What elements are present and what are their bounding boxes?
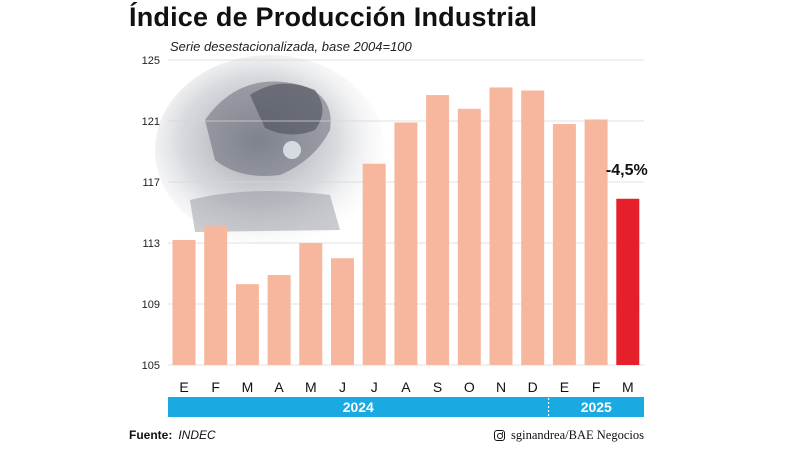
x-tick-label: O	[464, 379, 475, 395]
bar	[299, 243, 323, 365]
chart-subtitle: Serie desestacionalizada, base 2004=100	[170, 39, 412, 54]
x-tick-label: E	[560, 379, 569, 395]
bar	[521, 90, 545, 365]
source-value: INDEC	[178, 428, 216, 442]
bar	[584, 119, 608, 365]
x-tick-label: M	[305, 379, 317, 395]
bar	[267, 275, 291, 365]
welder-photo	[155, 55, 385, 245]
bar	[331, 258, 354, 365]
change-annotation: -4,5%	[606, 162, 648, 179]
y-tick-label: 125	[142, 55, 160, 67]
source-label: Fuente:	[129, 428, 173, 442]
y-tick-label: 109	[142, 299, 160, 311]
x-tick-label: F	[592, 379, 601, 395]
bar	[457, 108, 481, 366]
bar	[426, 95, 450, 365]
annotations: -4,5%	[606, 162, 648, 179]
year-band: 2024 2025	[168, 397, 644, 417]
source-note: Fuente: INDEC	[129, 428, 216, 442]
bar	[235, 284, 259, 365]
x-tick-label: F	[211, 379, 220, 395]
credit: sginandrea/BAE Negocios	[494, 428, 644, 443]
x-tick-label: A	[401, 379, 411, 395]
x-tick-label: J	[339, 379, 346, 395]
y-tick-label: 105	[142, 360, 160, 372]
y-tick-label: 121	[142, 116, 160, 128]
year-label: 2025	[581, 399, 612, 415]
x-tick-label: E	[179, 379, 188, 395]
bar	[616, 198, 640, 365]
x-tick-label: S	[433, 379, 442, 395]
year-band-bar	[168, 397, 644, 417]
bar	[172, 239, 196, 365]
bar	[204, 226, 228, 365]
x-tick-label: D	[528, 379, 538, 395]
bar	[489, 87, 513, 365]
year-label: 2024	[343, 399, 374, 415]
credit-text: sginandrea/BAE Negocios	[511, 428, 644, 442]
bar	[394, 122, 418, 366]
instagram-icon	[494, 430, 505, 441]
y-tick-label: 113	[142, 238, 160, 250]
x-tick-label: M	[622, 379, 634, 395]
x-tick-label: J	[371, 379, 378, 395]
y-tick-label: 117	[142, 177, 160, 189]
bar-series	[172, 87, 640, 366]
x-tick-label: A	[274, 379, 284, 395]
x-tick-label: N	[496, 379, 506, 395]
y-axis: 105 109 113 117 121 125	[142, 55, 160, 372]
x-tick-label: M	[242, 379, 254, 395]
page-title: Índice de Producción Industrial	[129, 2, 538, 32]
bar	[362, 163, 386, 365]
bar	[552, 124, 576, 365]
